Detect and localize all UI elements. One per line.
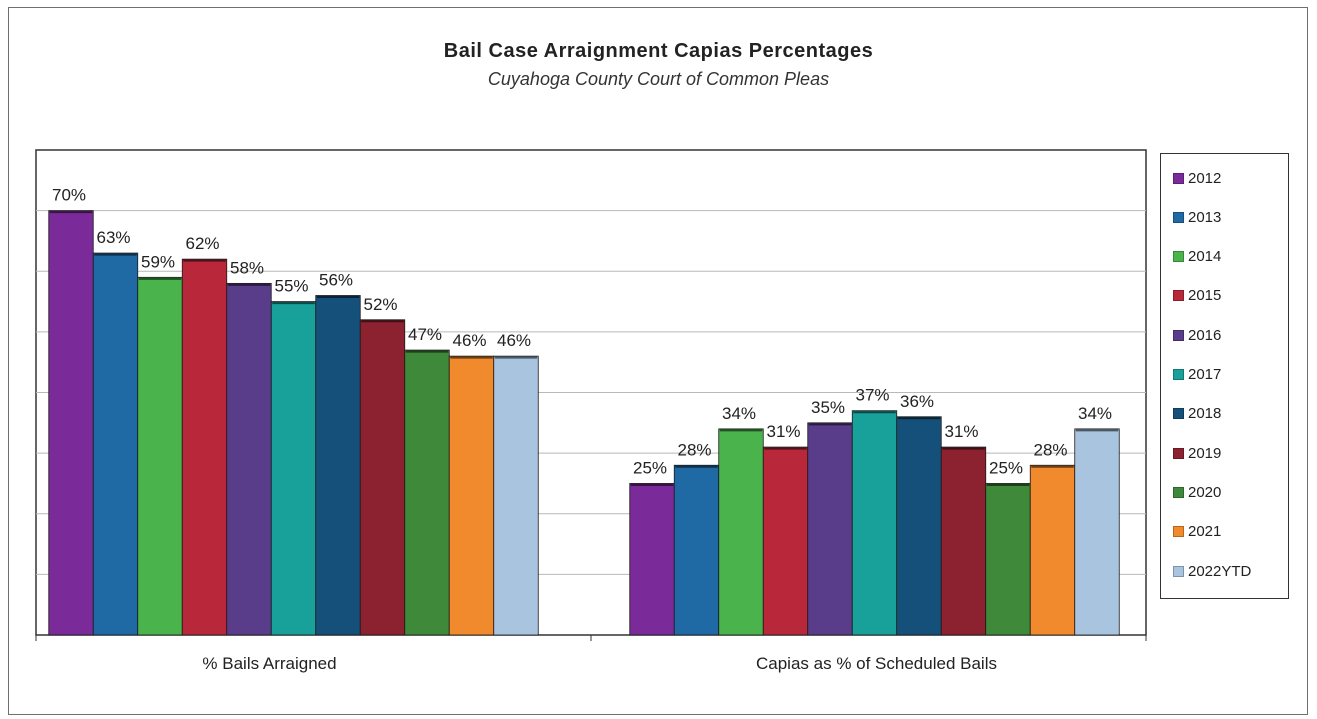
data-label-2016-1: 58% xyxy=(230,258,264,277)
data-label-2017-2: 37% xyxy=(855,386,889,405)
bar-2014-2 xyxy=(718,428,764,636)
bar-2019-2 xyxy=(940,446,987,636)
legend-item-2012: 2012 xyxy=(1173,168,1221,188)
legend-label: 2021 xyxy=(1188,523,1222,541)
bar-2017-1 xyxy=(270,301,317,636)
bar-2013-2 xyxy=(673,464,720,636)
data-label-2013-2: 28% xyxy=(677,440,711,459)
category-label-1: % Bails Arraigned xyxy=(202,654,336,673)
legend-swatch xyxy=(1173,369,1184,380)
bar-2021-1 xyxy=(448,355,495,636)
legend-swatch xyxy=(1173,290,1184,302)
bar-2022YTD-2 xyxy=(1074,428,1120,636)
bar-2016-2 xyxy=(807,422,853,636)
legend-swatch xyxy=(1173,329,1184,341)
data-label-2019-2: 31% xyxy=(944,422,978,441)
category-label-2: Capias as % of Scheduled Bails xyxy=(756,654,997,673)
legend-swatch xyxy=(1173,211,1184,223)
data-label-2015-2: 31% xyxy=(766,422,800,441)
legend-item-2020: 2020 xyxy=(1173,482,1221,502)
legend-item-2017: 2017 xyxy=(1173,365,1221,385)
legend-swatch xyxy=(1173,486,1184,498)
legend-item-2014: 2014 xyxy=(1173,247,1221,267)
legend-swatch xyxy=(1173,172,1184,184)
legend-item-2016: 2016 xyxy=(1173,325,1221,345)
legend-swatch xyxy=(1173,526,1184,538)
bar-2019-1 xyxy=(359,319,406,636)
data-label-2012-1: 70% xyxy=(52,186,86,205)
legend-label: 2022YTD xyxy=(1188,562,1252,580)
chart-legend: 2012 2013 2014 2015 2016 2017 2018 2019 2020 2021… xyxy=(1160,153,1289,599)
bar-2022YTD-1 xyxy=(493,355,539,636)
legend-label: 2020 xyxy=(1188,483,1222,501)
data-label-2022YTD-1: 46% xyxy=(497,331,531,350)
data-label-2019-1: 52% xyxy=(363,295,397,314)
legend-swatch xyxy=(1173,408,1184,420)
bar-2020-2 xyxy=(985,483,1031,636)
bar-2015-1 xyxy=(181,258,228,636)
data-label-2012-2: 25% xyxy=(633,458,667,477)
bar-2017-2 xyxy=(851,410,898,636)
data-label-2020-2: 25% xyxy=(989,458,1023,477)
legend-label: 2013 xyxy=(1188,208,1222,226)
legend-swatch xyxy=(1173,251,1184,263)
data-label-2018-2: 36% xyxy=(900,392,934,411)
legend-item-2018: 2018 xyxy=(1173,404,1221,424)
data-label-2021-1: 46% xyxy=(452,331,486,350)
legend-label: 2017 xyxy=(1188,366,1222,383)
bar-2018-2 xyxy=(896,416,942,636)
bar-2016-1 xyxy=(226,282,272,636)
legend-item-2015: 2015 xyxy=(1173,286,1221,306)
data-label-2020-1: 47% xyxy=(408,325,442,344)
legend-swatch xyxy=(1173,447,1184,459)
legend-label: 2019 xyxy=(1188,444,1222,462)
bar-2021-2 xyxy=(1029,464,1076,636)
legend-item-2019: 2019 xyxy=(1173,443,1221,463)
data-label-2014-2: 34% xyxy=(722,404,756,423)
chart-subtitle: Cuyahoga County Court of Common Pleas xyxy=(487,69,830,89)
data-label-2013-1: 63% xyxy=(96,228,130,247)
legend-swatch xyxy=(1173,565,1184,577)
bar-2018-1 xyxy=(315,295,361,636)
data-label-2014-1: 59% xyxy=(141,252,175,271)
bar-2014-1 xyxy=(137,276,183,636)
bar-2013-1 xyxy=(92,252,139,636)
data-label-2017-1: 55% xyxy=(274,277,308,296)
legend-label: 2018 xyxy=(1188,405,1222,423)
legend-label: 2016 xyxy=(1188,326,1222,344)
legend-label: 2015 xyxy=(1188,287,1222,305)
data-label-2018-1: 56% xyxy=(319,271,353,290)
bar-2012-2 xyxy=(629,483,675,636)
legend-item-2013: 2013 xyxy=(1173,207,1221,227)
bar-2012-1 xyxy=(48,210,94,636)
bar-2015-2 xyxy=(762,446,809,636)
data-label-2021-2: 28% xyxy=(1033,440,1067,459)
data-label-2015-1: 62% xyxy=(185,234,219,253)
legend-label: 2014 xyxy=(1188,248,1222,266)
legend-label: 2012 xyxy=(1188,169,1222,187)
legend-item-2021: 2021 xyxy=(1173,522,1221,542)
chart-title: Bail Case Arraignment Capias Percentages xyxy=(443,40,874,62)
legend-item-2022YTD: 2022YTD xyxy=(1173,561,1251,581)
bar-2020-1 xyxy=(404,349,450,636)
data-label-2016-2: 35% xyxy=(811,398,845,417)
data-label-2022YTD-2: 34% xyxy=(1078,404,1112,423)
